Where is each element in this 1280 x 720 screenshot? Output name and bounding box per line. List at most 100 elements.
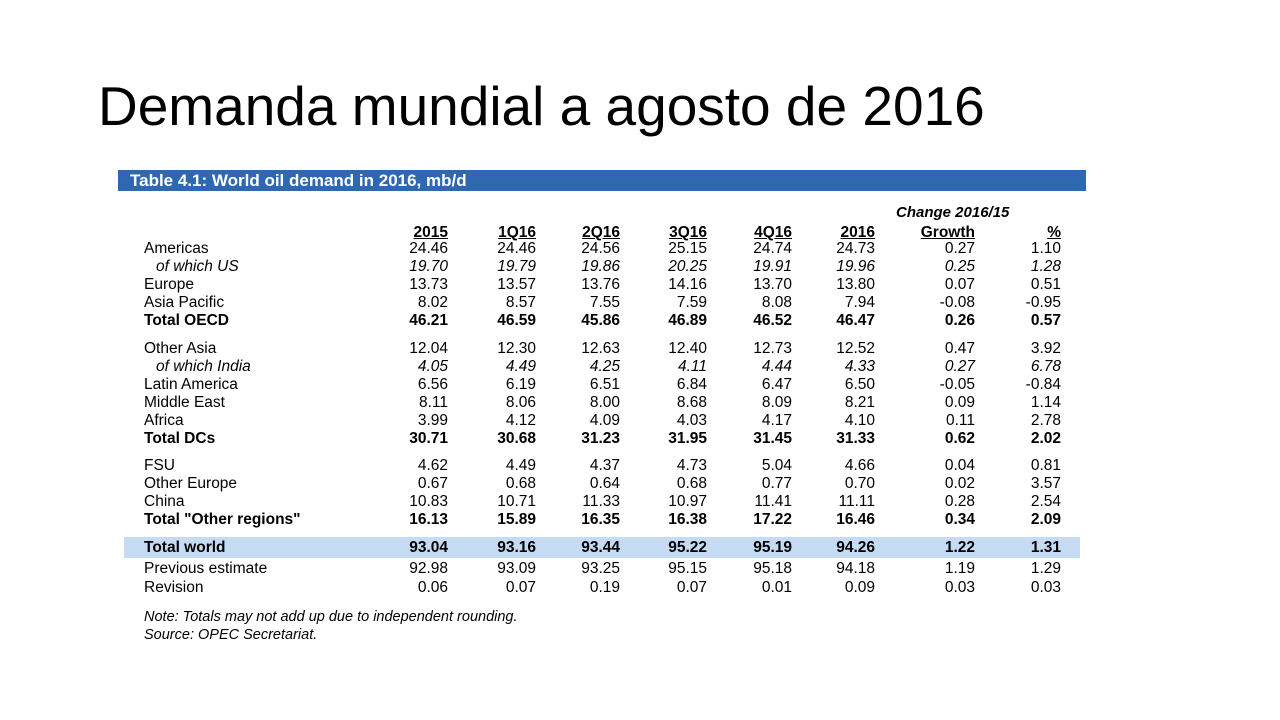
table-cell: 0.09 (944, 394, 975, 411)
table-cell: 93.04 (409, 539, 448, 556)
table-cell: 8.02 (417, 294, 448, 311)
table-cell: 12.63 (581, 340, 620, 357)
table-cell: 31.33 (836, 430, 875, 447)
table-cell: 95.19 (753, 539, 792, 556)
row-label: Total DCs (144, 430, 216, 447)
table-cell: 4.33 (844, 358, 875, 375)
table-cell: 19.70 (409, 258, 448, 275)
table-cell: 4.10 (844, 412, 875, 429)
table-cell: 0.27 (944, 358, 975, 375)
table-cell: 0.68 (676, 475, 707, 492)
column-header: 4Q16 (754, 224, 792, 241)
table-cell: 1.19 (944, 560, 975, 577)
table-cell: 0.64 (589, 475, 620, 492)
table-cell: 16.13 (409, 511, 448, 528)
table-cell: 31.95 (668, 430, 707, 447)
table-cell: 8.08 (761, 294, 792, 311)
table-cell: 0.01 (761, 579, 792, 596)
table-cell: 10.97 (668, 493, 707, 510)
table-cell: 0.47 (944, 340, 975, 357)
table-cell: 94.18 (836, 560, 875, 577)
table-cell: 20.25 (668, 258, 707, 275)
table-cell: 45.86 (581, 312, 620, 329)
table-row: Americas 24.46 24.46 24.56 25.15 24.74 24.73 0.… (118, 240, 1086, 258)
column-header: 2015 (413, 224, 448, 241)
table-cell: 8.57 (505, 294, 536, 311)
table-cell: 4.44 (761, 358, 792, 375)
table-cell: 0.07 (944, 276, 975, 293)
table-cell: 11.33 (582, 493, 620, 510)
table-cell: 6.50 (844, 376, 875, 393)
table-cell: 19.86 (581, 258, 620, 275)
column-header: % (1047, 224, 1061, 241)
table-cell: 0.03 (1030, 579, 1061, 596)
table-cell: 0.28 (944, 493, 975, 510)
table-cell: 93.44 (581, 539, 620, 556)
table-cell: 31.23 (581, 430, 620, 447)
table-cell: 12.73 (753, 340, 792, 357)
table-cell: 2.02 (1030, 430, 1061, 447)
table-cell: 8.06 (505, 394, 536, 411)
table-cell: 6.56 (417, 376, 448, 393)
table-cell: 7.55 (589, 294, 620, 311)
table-cell: 4.49 (505, 358, 536, 375)
table-cell: 4.66 (844, 457, 875, 474)
row-label: Latin America (144, 376, 238, 393)
row-label: Middle East (144, 394, 225, 411)
table-cell: 0.77 (761, 475, 792, 492)
table-row: Total world 93.04 93.16 93.44 95.22 95.19 94.2… (124, 537, 1080, 558)
column-header: 2Q16 (582, 224, 620, 241)
column-header: Growth (920, 224, 975, 241)
table-row: of which India 4.05 4.49 4.25 4.11 4.44 4.33 0.… (118, 358, 1086, 376)
table-cell: 1.10 (1030, 240, 1061, 257)
row-label: Total OECD (144, 312, 229, 329)
table-cell: 0.81 (1030, 457, 1061, 474)
table-cell: 8.00 (589, 394, 620, 411)
table-cell: 46.21 (409, 312, 448, 329)
table-cell: 14.16 (668, 276, 707, 293)
table-row: Total DCs 30.71 30.68 31.23 31.95 31.45 31.33 0… (118, 430, 1086, 448)
table-cell: 6.51 (589, 376, 620, 393)
table-cell: 93.25 (581, 560, 620, 577)
table-cell: 8.09 (761, 394, 792, 411)
table-row: China 10.83 10.71 11.33 10.97 11.41 11.11 0.28 2… (118, 493, 1086, 511)
table-cell: 17.22 (753, 511, 792, 528)
table-cell: 1.22 (944, 539, 975, 556)
table-cell: 30.71 (409, 430, 448, 447)
table-cell: 11.41 (754, 493, 792, 510)
table-cell: 0.27 (944, 240, 975, 257)
table-cell: 6.78 (1030, 358, 1061, 375)
table-cell: -0.05 (939, 376, 975, 393)
table-cell: 16.35 (581, 511, 620, 528)
table-cell: 46.89 (668, 312, 707, 329)
slide-title: Demanda mundial a agosto de 2016 (98, 75, 985, 137)
table-cell: 0.68 (505, 475, 536, 492)
table-row: Asia Pacific 8.02 8.57 7.55 7.59 8.08 7.94 -0.0… (118, 294, 1086, 312)
table-cell: 4.62 (417, 457, 448, 474)
table-row: Africa 3.99 4.12 4.09 4.03 4.17 4.10 0.11 2.78 (118, 412, 1086, 430)
table-cell: 0.26 (944, 312, 975, 329)
table-cell: 95.22 (668, 539, 707, 556)
table-cell: 13.57 (497, 276, 536, 293)
table-cell: 8.21 (844, 394, 875, 411)
table-cell: 13.73 (409, 276, 448, 293)
table-source: Source: OPEC Secretariat. (144, 627, 318, 643)
table-cell: 2.09 (1030, 511, 1061, 528)
row-label: Europe (144, 276, 194, 293)
table-cell: 16.46 (836, 511, 875, 528)
table-row: Total "Other regions" 16.13 15.89 16.35 16.3… (118, 511, 1086, 529)
table-cell: 4.03 (676, 412, 707, 429)
table-cell: 4.05 (417, 358, 448, 375)
table-cell: 24.73 (836, 240, 875, 257)
row-label: FSU (144, 457, 175, 474)
table-cell: 46.52 (753, 312, 792, 329)
table-cell: 4.73 (676, 457, 707, 474)
row-label: of which US (156, 258, 239, 275)
table-cell: 94.26 (836, 539, 875, 556)
table-cell: 10.83 (409, 493, 448, 510)
row-label: Asia Pacific (144, 294, 225, 311)
table-cell: 93.16 (497, 539, 536, 556)
table-cell: 1.28 (1030, 258, 1061, 275)
table-cell: 4.25 (589, 358, 620, 375)
table-cell: 92.98 (409, 560, 448, 577)
